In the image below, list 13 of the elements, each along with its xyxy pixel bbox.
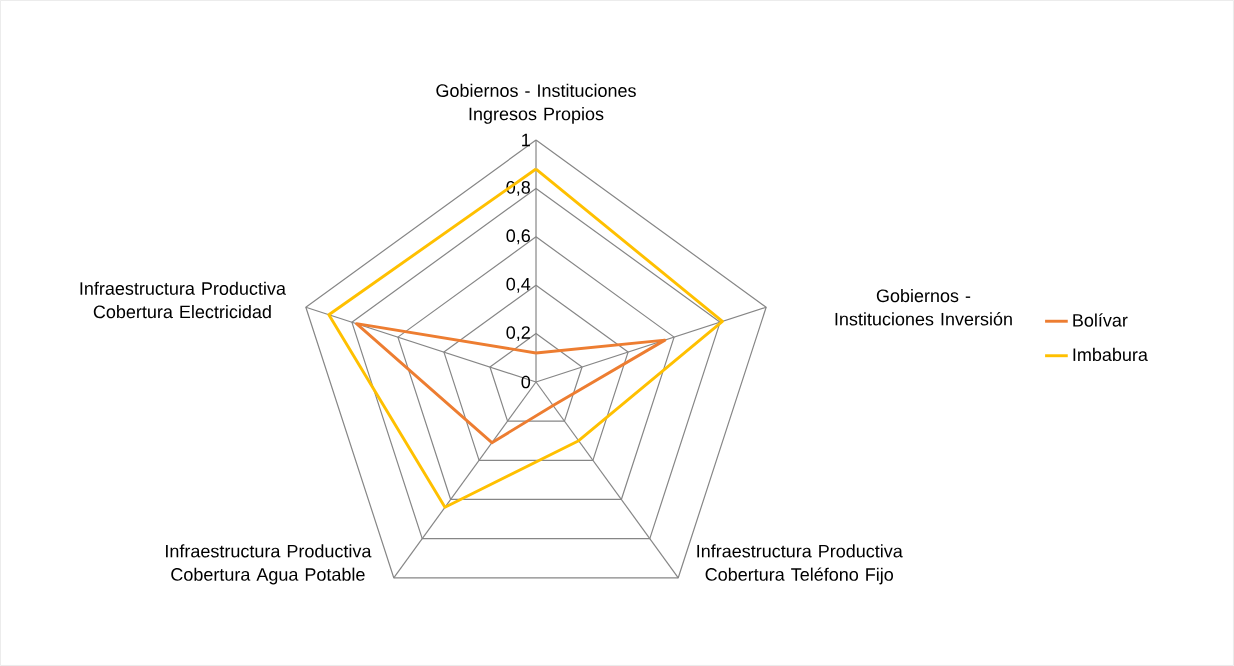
y-tick-label: 1 [522,133,530,147]
y-tick-label: 0,4 [506,277,531,293]
legend-label: Imbabura [1073,347,1148,362]
spoke-label: Infraestructura Productiva Cobertura Agua Potable [166,544,372,585]
legend-label: Bolívar [1073,313,1128,327]
y-tick-label: 0,8 [506,180,530,196]
spoke-label: Infraestructura Productiva Cobertura Teléfono Fijo [697,544,903,585]
spoke-label: Gobiernos - Instituciones Inversión [835,288,1012,326]
spoke-label: Infraestructura Productiva Cobertura Electricidad [80,281,286,319]
y-tick-label: 0 [521,375,531,389]
y-tick-label: 0,6 [506,229,530,245]
spoke-label: Gobiernos - Instituciones Ingresos Propios [436,83,636,124]
y-tick-label: 0,2 [506,326,530,342]
